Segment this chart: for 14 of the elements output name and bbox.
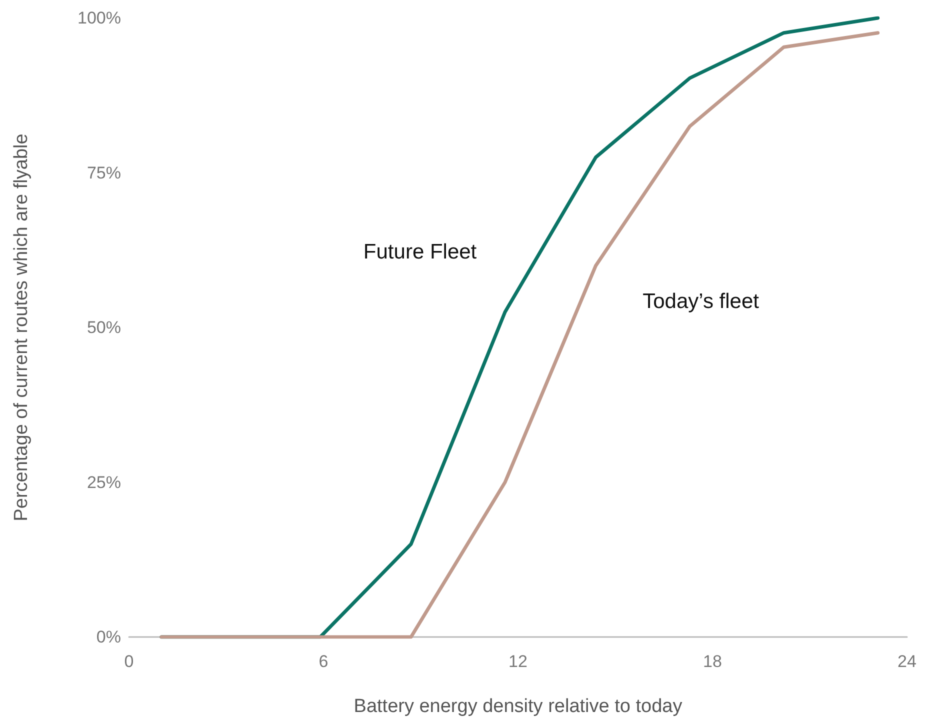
- y-tick-label: 50%: [86, 318, 121, 337]
- y-tick-label: 25%: [86, 472, 121, 492]
- y-axis-title: Percentage of current routes which are flyable: [11, 134, 32, 522]
- x-axis-title: Battery energy density relative to today: [354, 696, 683, 717]
- x-tick-label: 24: [898, 652, 916, 671]
- text: Today’s fleet: [642, 290, 760, 314]
- y-tick-label: 100%: [78, 8, 121, 28]
- x-tick-label: 18: [703, 652, 722, 671]
- text: Future Fleet: [363, 240, 477, 264]
- y-tick-label: 0%: [96, 628, 121, 646]
- y-tick-label: 75%: [86, 163, 121, 182]
- x-tick-label: 0: [124, 652, 134, 671]
- x-tick-label: 12: [508, 652, 528, 671]
- x-tick-label: 6: [318, 652, 328, 671]
